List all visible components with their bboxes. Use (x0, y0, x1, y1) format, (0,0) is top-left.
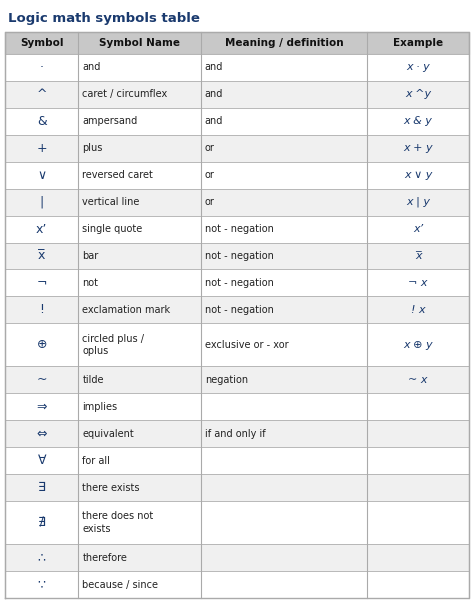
Text: equivalent: equivalent (82, 429, 134, 439)
Text: +: + (36, 142, 47, 155)
Text: not - negation: not - negation (205, 278, 273, 288)
Bar (5, 544, 469, 571)
Text: Logic math symbols table: Logic math symbols table (8, 12, 200, 25)
Bar (5, 162, 469, 189)
Text: ∴: ∴ (38, 551, 46, 564)
Text: ^: ^ (36, 88, 47, 101)
Text: there exists: there exists (82, 482, 140, 493)
Text: if and only if: if and only if (205, 429, 265, 439)
Text: ⊕: ⊕ (36, 338, 47, 352)
Text: exclusive or - xor: exclusive or - xor (205, 340, 288, 350)
Text: circled plus /
oplus: circled plus / oplus (82, 333, 145, 356)
Text: x ^y: x ^y (405, 89, 431, 99)
Bar (5, 81, 469, 108)
Text: not - negation: not - negation (205, 224, 273, 234)
Text: reversed caret: reversed caret (82, 170, 153, 180)
Text: x ∨ y: x ∨ y (404, 170, 432, 180)
Text: Meaning / definition: Meaning / definition (225, 38, 343, 48)
Text: or: or (205, 144, 215, 153)
Text: ⇒: ⇒ (36, 400, 47, 413)
Text: !: ! (39, 303, 44, 317)
Text: ∵: ∵ (38, 578, 46, 591)
Text: tilde: tilde (82, 375, 104, 385)
Bar (5, 216, 469, 242)
Bar (5, 189, 469, 216)
Bar (5, 54, 469, 81)
Bar (5, 242, 469, 270)
Text: single quote: single quote (82, 224, 143, 234)
Text: implies: implies (82, 402, 118, 412)
Text: plus: plus (82, 144, 103, 153)
Text: and: and (205, 89, 223, 99)
Text: x · y: x · y (406, 63, 430, 72)
Text: ~: ~ (36, 373, 47, 387)
Text: therefore: therefore (82, 552, 128, 563)
Text: vertical line: vertical line (82, 197, 140, 207)
Bar (5, 501, 469, 544)
Text: and: and (205, 63, 223, 72)
Bar (5, 108, 469, 135)
Text: and: and (82, 63, 101, 72)
Text: x’: x’ (413, 224, 423, 234)
Text: ⇔: ⇔ (36, 427, 47, 440)
Text: x̅: x̅ (415, 251, 421, 261)
Text: not - negation: not - negation (205, 305, 273, 315)
Bar (5, 447, 469, 474)
Text: or: or (205, 197, 215, 207)
Text: x + y: x + y (403, 144, 433, 153)
Bar (5, 270, 469, 297)
Text: for all: for all (82, 456, 110, 466)
Bar (5, 297, 469, 323)
Text: ! x: ! x (411, 305, 425, 315)
Text: Example: Example (393, 38, 443, 48)
Text: |: | (40, 195, 44, 209)
Bar (5, 135, 469, 162)
Bar (5, 32, 469, 54)
Text: not - negation: not - negation (205, 251, 273, 261)
Bar (5, 474, 469, 501)
Bar (5, 420, 469, 447)
Text: caret / circumflex: caret / circumflex (82, 89, 168, 99)
Text: ¬ x: ¬ x (408, 278, 428, 288)
Text: there does not
exists: there does not exists (82, 511, 154, 534)
Text: ∄: ∄ (38, 516, 46, 529)
Text: ∃: ∃ (38, 481, 46, 494)
Text: x ⊕ y: x ⊕ y (403, 340, 433, 350)
Text: Symbol: Symbol (20, 38, 64, 48)
Text: bar: bar (82, 251, 99, 261)
Bar (5, 323, 469, 367)
Text: because / since: because / since (82, 579, 158, 590)
Text: Symbol Name: Symbol Name (99, 38, 180, 48)
Bar (5, 393, 469, 420)
Text: &: & (37, 115, 46, 128)
Text: x | y: x | y (406, 197, 430, 207)
Text: exclamation mark: exclamation mark (82, 305, 171, 315)
Text: ampersand: ampersand (82, 116, 137, 126)
Text: x’: x’ (36, 223, 47, 236)
Text: ·: · (40, 61, 44, 74)
Bar (5, 367, 469, 393)
Text: or: or (205, 170, 215, 180)
Text: ∨: ∨ (37, 169, 46, 182)
Bar (5, 571, 469, 598)
Text: x̅: x̅ (38, 250, 46, 262)
Text: and: and (205, 116, 223, 126)
Text: not: not (82, 278, 99, 288)
Text: ∀: ∀ (37, 454, 46, 467)
Text: ~ x: ~ x (408, 375, 428, 385)
Text: ¬: ¬ (36, 276, 47, 289)
Text: x & y: x & y (404, 116, 433, 126)
Text: negation: negation (205, 375, 248, 385)
